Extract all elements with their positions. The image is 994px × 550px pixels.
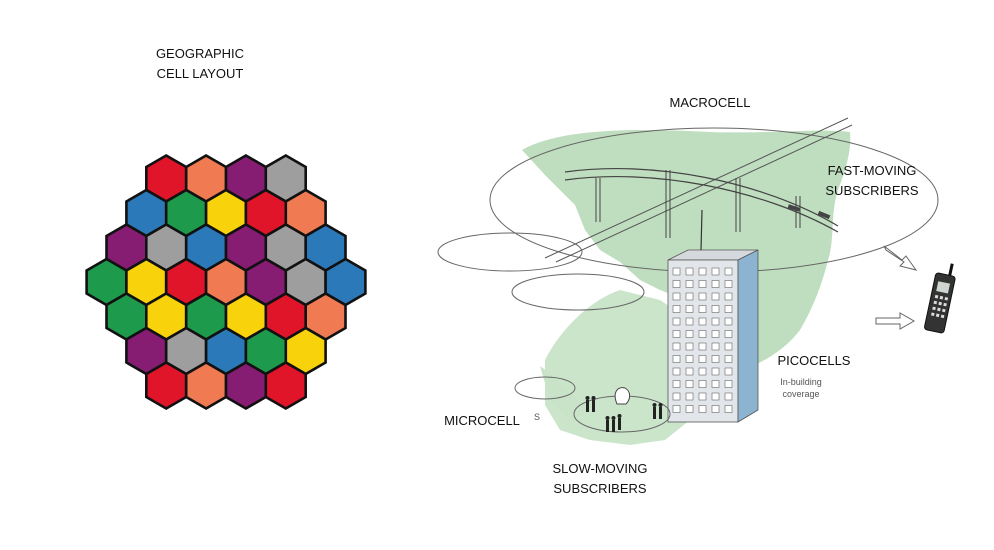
window	[724, 317, 733, 326]
hex-cell-purple	[224, 360, 268, 411]
window	[698, 392, 707, 401]
building-windows	[672, 267, 733, 413]
road	[555, 124, 853, 263]
picocells-label: PICOCELLS	[777, 353, 851, 368]
window	[711, 405, 720, 413]
window	[685, 267, 694, 276]
window	[698, 330, 707, 338]
window	[711, 292, 720, 301]
hexagon-cell-grid	[85, 153, 367, 411]
window	[672, 305, 681, 313]
window	[672, 330, 681, 338]
window	[724, 392, 733, 401]
road	[544, 117, 849, 259]
title-line-1: GEOGRAPHIC	[155, 46, 245, 61]
window	[685, 355, 694, 363]
window	[711, 392, 720, 401]
window	[685, 330, 694, 338]
window	[698, 267, 707, 276]
window	[711, 280, 720, 288]
microcell-ellipse-1	[437, 232, 583, 272]
macrocell-label: MACROCELL	[669, 95, 751, 110]
network-illustration	[437, 117, 956, 445]
fast-moving-label-line-2: SUBSCRIBERS	[825, 183, 919, 198]
window	[685, 380, 694, 388]
window	[672, 367, 681, 376]
window	[685, 317, 694, 326]
car-icon	[787, 204, 801, 212]
mobile-phone-icon	[924, 263, 956, 334]
window	[698, 317, 707, 326]
antenna	[700, 209, 703, 251]
window	[672, 342, 681, 351]
window	[724, 355, 733, 363]
window	[724, 292, 733, 301]
window	[698, 355, 707, 363]
in-building-label-line-1: In-building	[780, 377, 822, 387]
window	[711, 380, 720, 388]
window	[711, 342, 720, 351]
car-icon	[817, 210, 831, 220]
bridge-deck-lower	[564, 175, 839, 233]
window	[698, 280, 707, 288]
window	[698, 405, 707, 413]
window	[685, 405, 694, 413]
window	[672, 380, 681, 388]
window	[672, 405, 681, 413]
slow-moving-label-line-1: SLOW-MOVING	[552, 461, 648, 476]
arrow-icon	[883, 245, 918, 271]
window	[698, 367, 707, 376]
hex-cell-orange	[184, 360, 228, 411]
fountain-icon	[614, 387, 631, 405]
window	[672, 392, 681, 401]
window	[724, 380, 733, 388]
in-building-label-line-2: coverage	[782, 389, 820, 399]
window	[711, 305, 720, 313]
window	[724, 405, 733, 413]
window	[685, 292, 694, 301]
title-line-2: CELL LAYOUT	[156, 66, 244, 81]
hex-cell-red	[264, 360, 308, 411]
microcell-ellipse-2	[511, 273, 645, 311]
hex-cell-red	[145, 360, 188, 411]
bridge-deck	[564, 168, 839, 227]
window	[711, 367, 720, 376]
slow-moving-label-line-2: SUBSCRIBERS	[553, 481, 647, 496]
s-mark-label: S	[533, 412, 540, 422]
window	[724, 280, 733, 288]
window	[672, 280, 681, 288]
window	[711, 267, 720, 276]
window	[711, 355, 720, 363]
window	[711, 317, 720, 326]
window	[685, 280, 694, 288]
window	[685, 305, 694, 313]
window	[698, 342, 707, 351]
window	[724, 267, 733, 276]
people-icons	[585, 396, 663, 432]
fast-moving-label-line-1: FAST-MOVING	[827, 163, 917, 178]
window	[698, 380, 707, 388]
window	[724, 305, 733, 313]
window	[685, 342, 694, 351]
window	[672, 292, 681, 301]
window	[685, 392, 694, 401]
window	[724, 342, 733, 351]
window	[724, 330, 733, 338]
building	[667, 209, 759, 423]
window	[672, 267, 681, 276]
window	[672, 355, 681, 363]
window	[711, 330, 720, 338]
microcell-ellipse-3	[514, 376, 576, 400]
window	[724, 367, 733, 376]
land-area	[522, 129, 851, 370]
microcell-label: MICROCELL	[444, 413, 520, 428]
window	[698, 292, 707, 301]
window	[672, 317, 681, 326]
window	[698, 305, 707, 313]
arrow-icon	[875, 312, 916, 330]
window	[685, 367, 694, 376]
